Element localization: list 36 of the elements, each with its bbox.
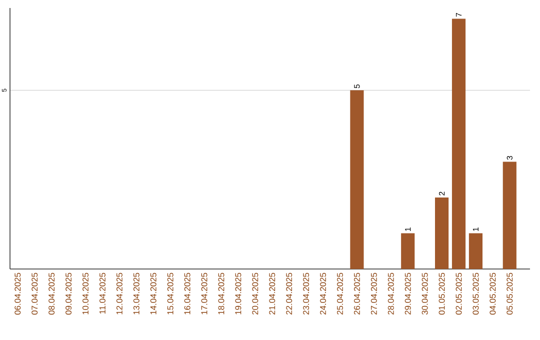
- x-tick-label: 07.04.2025: [32, 272, 38, 315]
- x-tick-label: 14.04.2025: [150, 272, 156, 314]
- x-tick-label: 06.04.2025: [14, 272, 21, 315]
- x-tick-label: 29.04.2025: [404, 272, 411, 314]
- x-tick-label: 27.04.2025: [370, 272, 377, 314]
- x-tick-label: 13.04.2025: [133, 272, 140, 314]
- x-tick-label: 16.04.2025: [184, 272, 190, 314]
- bar: [452, 18, 466, 269]
- x-tick-label: 10.04.2025: [82, 272, 88, 314]
- bar: [350, 90, 364, 269]
- x-tick-label: 23.04.2025: [303, 272, 310, 314]
- x-tick-label: 19.04.2025: [235, 272, 242, 314]
- bar: [502, 162, 516, 269]
- x-tick-label: 17.04.2025: [201, 272, 208, 314]
- x-tick-label: 04.05.2025: [490, 272, 496, 315]
- x-tick-label: 02.05.2025: [456, 272, 462, 315]
- x-tick-label: 08.04.2025: [48, 272, 55, 315]
- x-tick-label: 26.04.2025: [354, 272, 360, 314]
- x-tick-label: 05.05.2025: [506, 272, 513, 315]
- x-tick-label: 21.04.2025: [269, 272, 276, 314]
- x-tick-label: 30.04.2025: [422, 272, 428, 315]
- x-tick-label: 03.05.2025: [472, 272, 479, 315]
- bar: [435, 197, 449, 269]
- x-tick-label: 25.04.2025: [337, 272, 343, 314]
- x-tick-label: 24.04.2025: [320, 272, 326, 314]
- x-tick-label: 22.04.2025: [286, 272, 292, 314]
- x-tick-label: 15.04.2025: [167, 272, 174, 314]
- x-tick-label: 11.04.2025: [99, 272, 106, 314]
- x-tick-label: 28.04.2025: [388, 272, 394, 314]
- x-tick-label: 18.04.2025: [218, 272, 224, 314]
- x-tick-label: 20.04.2025: [252, 272, 258, 314]
- x-tick-label: 01.05.2025: [438, 272, 445, 315]
- x-tick-label: 12.04.2025: [116, 272, 122, 314]
- bar: [401, 233, 415, 269]
- bar: [468, 233, 483, 269]
- x-tick-label: 09.04.2025: [66, 272, 72, 315]
